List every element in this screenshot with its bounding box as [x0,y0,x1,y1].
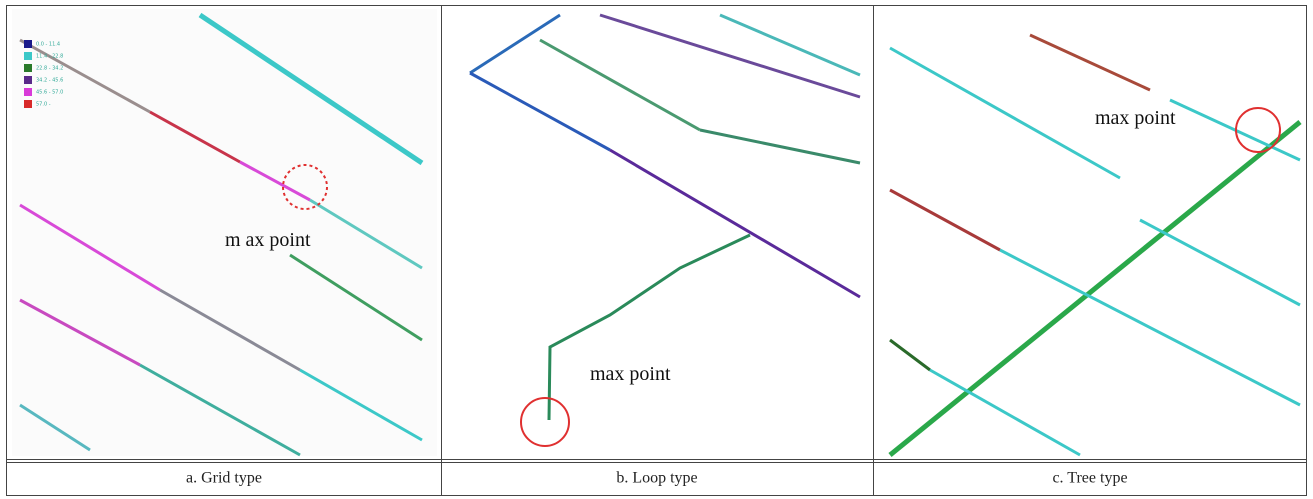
legend-swatch [24,64,32,72]
panel-tree: max point [890,35,1300,455]
max-circle [521,398,569,446]
legend-label: 11.4 - 22.8 [36,54,63,60]
annotation: max point [590,363,671,385]
legend-label: 0.0 - 11.4 [36,42,60,48]
pipe [890,190,1000,250]
legend-swatch [24,88,32,96]
legend-swatch [24,52,32,60]
pipe [1140,220,1300,305]
pipe [470,73,610,150]
legend-swatch [24,100,32,108]
caption: a. Grid type [186,470,262,487]
pipe [930,370,1080,455]
pipe [700,130,860,163]
annotation: max point [1095,107,1176,129]
legend-label: 57.0 - [36,102,51,108]
max-circle [1236,108,1280,152]
legend-label: 45.6 - 57.0 [36,90,63,96]
pipe [890,48,1120,178]
pipe [720,15,860,75]
caption: c. Tree type [1052,470,1127,487]
figure: m ax point 0.0 - 11.4 11.4 - 22.8 22.8 - 3… [0,0,1313,499]
pipe [1030,35,1150,90]
legend-label: 22.8 - 34.2 [36,66,63,72]
legend-label: 34.2 - 45.6 [36,78,63,84]
pipe [610,150,860,297]
pipe [890,340,930,370]
pipe [540,40,700,130]
pipe [549,235,750,420]
legend-swatch [24,76,32,84]
legend-swatch [24,40,32,48]
annotation: m ax point [225,229,311,251]
pipe [890,122,1300,455]
panel-loop: max point [470,15,860,446]
caption: b. Loop type [616,470,697,487]
pipe [600,15,860,97]
panel-grid: m ax point 0.0 - 11.4 11.4 - 22.8 22.8 - 3… [12,9,437,456]
